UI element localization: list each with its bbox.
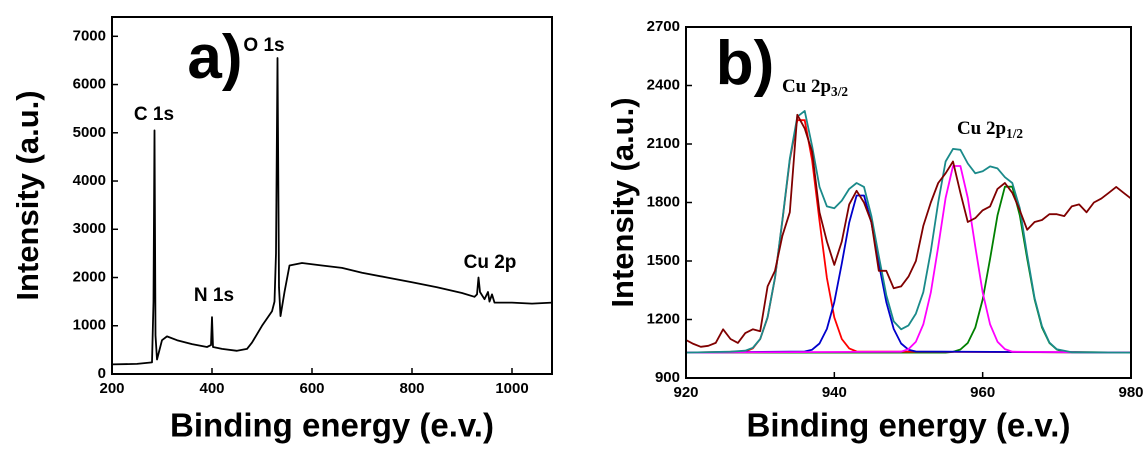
y-tick-label: 7000 <box>73 27 106 44</box>
y-tick-label: 3000 <box>73 220 106 237</box>
annotation-text: b) <box>716 29 775 98</box>
y-axis-title: Intensity (a.u.) <box>605 97 640 307</box>
x-tick-label: 600 <box>299 380 324 397</box>
x-tick-label: 200 <box>99 380 124 397</box>
annotation-text: Cu 2p <box>782 76 831 97</box>
annotation: O 1s <box>243 35 284 56</box>
y-tick-label: 2700 <box>647 18 680 35</box>
annotation: a) <box>187 23 242 92</box>
annotation: Cu 2p3/2 <box>782 76 848 99</box>
annotation-text: N 1s <box>194 285 234 306</box>
y-tick-label: 5000 <box>73 124 106 141</box>
annotation-text: a) <box>187 23 242 92</box>
y-axis-title: Intensity (a.u.) <box>10 90 45 300</box>
x-tick-label: 980 <box>1118 384 1143 401</box>
annotation-subscript: 3/2 <box>831 84 848 99</box>
annotation-subscript: 1/2 <box>1006 126 1023 141</box>
annotation-text: Cu 2p <box>957 118 1006 139</box>
x-tick-label: 960 <box>970 384 995 401</box>
x-tick-label: 920 <box>673 384 698 401</box>
y-tick-label: 1200 <box>647 310 680 327</box>
annotation-text: C 1s <box>134 104 174 125</box>
y-tick-label: 2100 <box>647 135 680 152</box>
x-tick-label: 940 <box>822 384 847 401</box>
y-tick-label: 1000 <box>73 317 106 334</box>
annotation: N 1s <box>194 285 234 306</box>
x-axis-title: Binding energy (e.v.) <box>170 407 494 444</box>
data-line <box>685 110 1132 354</box>
plot-frame <box>111 16 553 375</box>
y-tick-label: 1500 <box>647 252 680 269</box>
x-tick-label: 1000 <box>495 380 528 397</box>
annotation-text: Cu 2p <box>464 252 517 273</box>
y-tick-label: 1800 <box>647 193 680 210</box>
annotation: Cu 2p1/2 <box>957 118 1023 141</box>
data-line <box>685 165 1132 354</box>
data-line <box>111 57 553 366</box>
y-tick-label: 4000 <box>73 172 106 189</box>
x-axis-title: Binding energy (e.v.) <box>747 407 1071 444</box>
annotation-text: O 1s <box>243 35 284 56</box>
annotation: Cu 2p <box>464 252 517 273</box>
data-line <box>685 113 1132 348</box>
y-tick-label: 6000 <box>73 76 106 93</box>
y-tick-label: 0 <box>98 365 106 382</box>
data-line <box>686 185 1132 354</box>
data-line <box>685 119 1132 354</box>
y-tick-label: 2400 <box>647 76 680 93</box>
x-tick-label: 800 <box>399 380 424 397</box>
annotation: C 1s <box>134 104 174 125</box>
y-tick-label: 2000 <box>73 268 106 285</box>
annotation: b) <box>716 29 775 98</box>
y-tick-label: 900 <box>655 369 680 386</box>
x-tick-label: 400 <box>199 380 224 397</box>
